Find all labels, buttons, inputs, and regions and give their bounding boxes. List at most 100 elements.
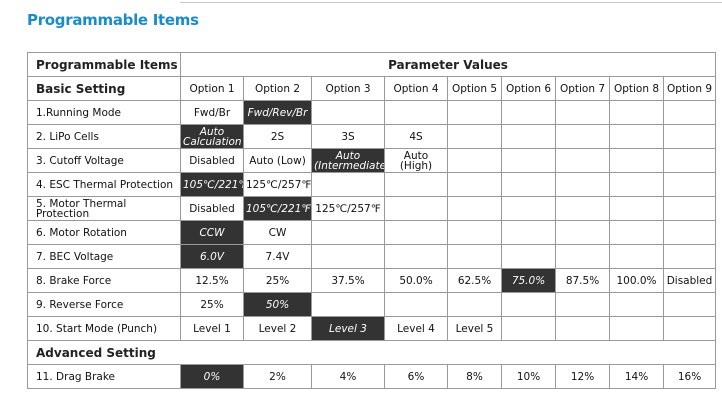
value-cell: 125℃/257℉ [311, 196, 385, 221]
parameter-label: 10. Start Mode (Punch) [27, 316, 181, 341]
value-cell: 6% [384, 364, 448, 389]
parameter-row: 9. Reverse Force 25% 50% [27, 292, 716, 317]
empty-cell [501, 292, 556, 317]
empty-cell [555, 196, 610, 221]
value-cell: Level 1 [180, 316, 244, 341]
empty-cell [501, 196, 556, 221]
value-cell: Level 5 [447, 316, 502, 341]
empty-cell [555, 292, 610, 317]
empty-cell [501, 244, 556, 269]
empty-cell [609, 220, 664, 245]
empty-cell [384, 172, 448, 197]
empty-cell [447, 148, 502, 173]
value-cell: 62.5% [447, 268, 502, 293]
value-cell: 37.5% [311, 268, 385, 293]
value-cell: Fwd/Br [180, 100, 244, 125]
parameter-label: 7. BEC Voltage [27, 244, 181, 269]
table-body: Programmable Items Parameter Values Basi… [27, 52, 716, 389]
parameter-row: 7. BEC Voltage 6.0V 7.4V [27, 244, 716, 269]
value-cell: 2S [243, 124, 312, 149]
empty-cell [663, 316, 716, 341]
default-value: 105℃/221℉ [180, 172, 244, 197]
value-cell: 50.0% [384, 268, 448, 293]
empty-cell [663, 100, 716, 125]
empty-cell [384, 220, 448, 245]
empty-cell [447, 244, 502, 269]
empty-cell [501, 124, 556, 149]
divider [180, 2, 722, 3]
default-value: 50% [243, 292, 312, 317]
empty-cell [555, 100, 610, 125]
header-cell: Programmable Items [27, 52, 181, 77]
default-value: Level 3 [311, 316, 385, 341]
parameter-label: 9. Reverse Force [27, 292, 181, 317]
default-value: 75.0% [501, 268, 556, 293]
empty-cell [447, 292, 502, 317]
option-header: Option 8 [609, 76, 664, 101]
value-cell: 14% [609, 364, 664, 389]
default-value: 105℃/221℉ [243, 196, 312, 221]
empty-cell [663, 196, 716, 221]
empty-cell [555, 220, 610, 245]
value-cell: 12.5% [180, 268, 244, 293]
empty-cell [555, 172, 610, 197]
default-value: Auto (Intermediate) [311, 148, 385, 173]
section-label: Basic Setting [27, 76, 181, 101]
empty-cell [609, 100, 664, 125]
empty-cell [663, 292, 716, 317]
empty-cell [447, 100, 502, 125]
empty-cell [447, 220, 502, 245]
empty-cell [311, 292, 385, 317]
value-cell: 4% [311, 364, 385, 389]
value-cell: Level 4 [384, 316, 448, 341]
option-header: Option 5 [447, 76, 502, 101]
empty-cell [663, 220, 716, 245]
value-cell: Disabled [663, 268, 716, 293]
value-cell: 3S [311, 124, 385, 149]
empty-cell [609, 172, 664, 197]
section-row: Advanced Setting [27, 340, 716, 365]
parameter-table: Programmable Items Parameter Values Basi… [27, 52, 716, 389]
empty-cell [311, 244, 385, 269]
parameter-label: 3. Cutoff Voltage [27, 148, 181, 173]
parameter-row: 5. Motor Thermal Protection Disabled 105℃/… [27, 196, 716, 221]
empty-cell [609, 316, 664, 341]
value-cell: Disabled [180, 196, 244, 221]
parameter-row: 6. Motor Rotation CCW CW [27, 220, 716, 245]
parameter-label: 4. ESC Thermal Protection [27, 172, 181, 197]
empty-cell [663, 148, 716, 173]
title: Programmable Items [27, 11, 199, 29]
value-cell: Auto (High) [384, 148, 448, 173]
value-cell: 16% [663, 364, 716, 389]
empty-cell [555, 124, 610, 149]
parameter-label: 5. Motor Thermal Protection [27, 196, 181, 221]
empty-cell [501, 316, 556, 341]
default-value: Auto Calculation [180, 124, 244, 149]
empty-cell [663, 172, 716, 197]
section-row: Basic Setting Option 1 Option 2 Option 3 Opt… [27, 76, 716, 101]
default-value: 0% [180, 364, 244, 389]
empty-cell [609, 244, 664, 269]
empty-cell [663, 124, 716, 149]
header-cell: Parameter Values [180, 52, 716, 77]
empty-cell [609, 292, 664, 317]
value-cell: Level 2 [243, 316, 312, 341]
empty-cell [555, 244, 610, 269]
parameter-row: 4. ESC Thermal Protection 105℃/221℉ 125℃/2… [27, 172, 716, 197]
parameter-label: 6. Motor Rotation [27, 220, 181, 245]
value-cell: CW [243, 220, 312, 245]
option-header: Option 9 [663, 76, 716, 101]
empty-cell [501, 100, 556, 125]
value-cell: Disabled [180, 148, 244, 173]
value-cell: 87.5% [555, 268, 610, 293]
option-header: Option 4 [384, 76, 448, 101]
empty-cell [384, 196, 448, 221]
value-cell: 10% [501, 364, 556, 389]
option-header: Option 1 [180, 76, 244, 101]
empty-cell [384, 100, 448, 125]
empty-cell [311, 220, 385, 245]
empty-cell [311, 172, 385, 197]
parameter-row: 3. Cutoff Voltage Disabled Auto (Low) Auto … [27, 148, 716, 173]
option-header: Option 6 [501, 76, 556, 101]
